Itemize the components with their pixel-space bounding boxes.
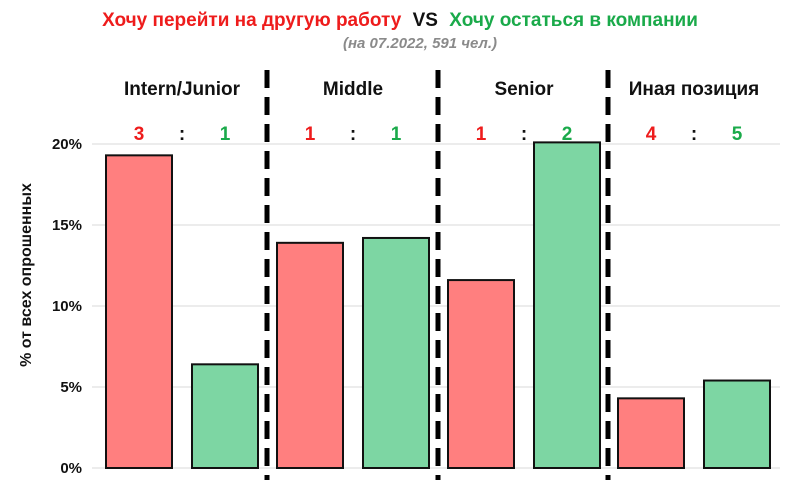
ratio-stay: 2: [562, 124, 573, 145]
title-part-leave: Хочу перейти на другую работу: [102, 10, 402, 31]
group-label: Иная позиция: [629, 79, 759, 100]
chart-subtitle: (на 07.2022, 591 чел.): [343, 35, 497, 52]
ratio-stay: 1: [220, 124, 231, 145]
ratio-stay: 5: [732, 124, 743, 145]
bar-leave: [105, 154, 173, 469]
y-tick-label: 10%: [52, 298, 82, 315]
y-tick-label: 5%: [60, 379, 82, 396]
y-tick-labels: 0% 5% 10% 15% 20%: [52, 136, 82, 477]
bar-stay: [703, 379, 771, 469]
ratio-leave: 1: [476, 124, 487, 145]
bars: [105, 141, 771, 470]
y-tick-label: 20%: [52, 136, 82, 153]
chart-title: Хочу перейти на другую работу VS Хочу ос…: [102, 10, 698, 31]
group-label: Middle: [323, 79, 383, 100]
ratio-leave: 1: [305, 124, 316, 145]
ratio-separator: :: [691, 124, 697, 145]
bar-leave: [276, 241, 344, 469]
bar-leave: [617, 397, 685, 469]
group-labels: Intern/Junior Middle Senior Иная позиция: [124, 79, 759, 100]
ratio-leave: 3: [134, 124, 145, 145]
y-tick-label: 15%: [52, 217, 82, 234]
title-part-stay: Хочу остаться в компании: [449, 10, 698, 31]
y-tick-label: 0%: [60, 460, 82, 477]
bar-leave: [447, 279, 515, 469]
ratio-separator: :: [521, 124, 527, 145]
bar-stay: [362, 236, 430, 469]
ratio-stay: 1: [391, 124, 402, 145]
group-label: Intern/Junior: [124, 79, 241, 100]
ratio-leave: 4: [646, 124, 657, 145]
title-vs: VS: [413, 10, 438, 31]
ratio-separator: :: [179, 124, 185, 145]
y-axis-label: % от всех опрошенных: [18, 183, 35, 367]
bar-stay: [533, 141, 601, 469]
bar-stay: [191, 363, 259, 470]
group-ratios: 3: 1 1: 1 1: 2 4: 5: [134, 124, 743, 145]
ratio-separator: :: [350, 124, 356, 145]
group-label: Senior: [494, 79, 554, 100]
group-separators: [264, 70, 611, 480]
